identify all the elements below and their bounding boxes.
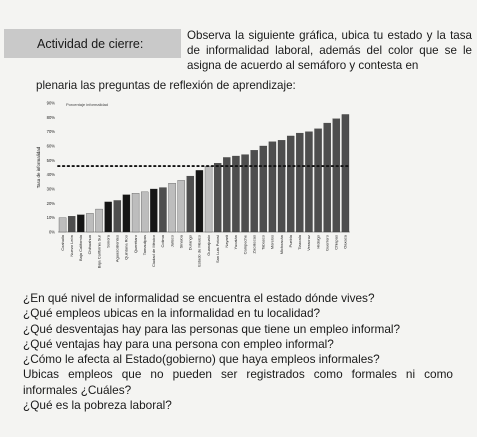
x-tick-label: Chiapas	[334, 235, 339, 250]
question-2: ¿Qué empleos ubicas en la informalidad e…	[23, 306, 321, 321]
informality-bar-chart: Tasa de informalidad Porcentaje informali…	[36, 101, 351, 268]
x-tick-label: Ciudad de México	[151, 234, 156, 267]
bar	[323, 122, 331, 233]
x-tick-label: Tamaulipas	[142, 235, 147, 255]
bar	[213, 163, 222, 233]
activity-label-box: Actividad de cierre:	[4, 29, 181, 58]
x-tick-label: Durango	[188, 234, 193, 250]
activity-label: Actividad de cierre:	[37, 37, 144, 51]
x-tick-label: Coahuila	[60, 234, 65, 251]
bar	[286, 135, 295, 233]
question-6-cont: informales ¿Cuáles?	[23, 382, 132, 397]
bar	[168, 183, 176, 233]
bar	[314, 128, 322, 233]
y-tick-label: 30%	[47, 187, 56, 192]
x-tick-label: Nayarit	[224, 234, 229, 248]
x-tick-label: Morelos	[270, 235, 275, 249]
bar	[232, 155, 240, 233]
question-4: ¿Qué ventajas hay para una persona con e…	[23, 336, 334, 351]
x-tick-label: Michoacán	[279, 235, 284, 254]
instruction-text: Observa la siguiente gráfica, ubica tu e…	[187, 29, 472, 72]
bar	[86, 213, 94, 233]
bar	[150, 188, 158, 233]
bar	[277, 140, 286, 233]
bar	[77, 214, 85, 233]
x-tick-label: Oaxaca	[343, 234, 348, 249]
bar	[58, 217, 67, 233]
instruction-text-end: plenaria las preguntas de reflexión de a…	[36, 79, 296, 92]
y-tick-label: 10%	[47, 215, 56, 220]
bar	[259, 145, 268, 233]
x-tick-label: Aguascalientes	[115, 235, 120, 262]
x-tick-label: Tabasco	[261, 234, 266, 250]
bar	[223, 157, 231, 233]
x-tick-label: Yucatán	[233, 235, 238, 249]
y-tick-label: 40%	[47, 172, 56, 177]
bar	[341, 114, 350, 233]
x-tick-label: Puebla	[288, 234, 293, 247]
bar	[241, 154, 249, 233]
x-tick-label: Chihuahua	[87, 234, 92, 254]
bar	[104, 201, 112, 233]
y-tick-label: 50%	[47, 158, 56, 163]
question-1: ¿En qué nivel de informalidad se encuent…	[23, 291, 375, 305]
bar	[131, 193, 140, 233]
bar	[67, 216, 76, 233]
bar	[195, 170, 204, 233]
x-tick-label: Baja California Sur	[96, 234, 101, 268]
x-tick-label: Tlaxcala	[297, 234, 302, 250]
y-tick-label: 90%	[47, 101, 56, 106]
x-tick-label: Zacatecas	[251, 235, 256, 253]
bar	[250, 150, 258, 233]
x-tick-label: Estado de México	[197, 234, 202, 267]
bar	[204, 165, 213, 233]
x-tick-label: Colima	[160, 234, 165, 247]
bar	[113, 200, 122, 233]
x-tick-label: Campeche	[242, 234, 247, 254]
y-axis-title: Tasa de informalidad	[36, 146, 41, 188]
question-3: ¿Qué desventajas hay para las personas q…	[23, 321, 401, 336]
y-tick-label: 80%	[47, 115, 56, 120]
question-6: Ubicas empleos que no pueden ser registr…	[23, 367, 453, 382]
x-tick-label: San Luis Potosí	[215, 234, 220, 263]
x-tick-label: Guanajuato	[206, 234, 211, 255]
x-tick-label: Quintana Roo	[124, 234, 129, 259]
x-tick-label: Sonora	[105, 234, 110, 248]
question-5: ¿Cómo le afecta al Estado(gobierno) que …	[23, 352, 380, 367]
bar	[296, 132, 304, 233]
y-tick-label: 0%	[49, 230, 55, 235]
bar	[186, 175, 195, 233]
y-tick-label: 20%	[47, 201, 56, 206]
x-tick-label: Sinaloa	[178, 234, 183, 248]
y-tick-label: 70%	[47, 129, 56, 134]
bar	[122, 194, 131, 233]
y-tick-label: 60%	[47, 144, 56, 149]
x-tick-label: Nuevo León	[69, 235, 74, 257]
x-tick-label: Veracruz	[306, 235, 311, 251]
bar	[95, 208, 103, 233]
question-7: ¿Qué es la pobreza laboral?	[23, 398, 172, 413]
x-tick-label: Jalisco	[169, 234, 174, 247]
bar	[177, 180, 185, 233]
x-tick-label: Baja California	[78, 234, 83, 261]
bar	[305, 131, 313, 233]
reflection-questions: ¿En qué nivel de informalidad se encuent…	[23, 291, 453, 413]
bar	[268, 141, 277, 233]
x-tick-label: Hidalgo	[315, 234, 320, 248]
bar	[332, 118, 341, 233]
bar	[159, 187, 167, 233]
x-tick-label: Guerrero	[324, 234, 329, 251]
bar	[140, 191, 149, 233]
chart-title: Porcentaje informalidad	[66, 102, 108, 107]
x-tick-label: Querétaro	[133, 234, 138, 253]
